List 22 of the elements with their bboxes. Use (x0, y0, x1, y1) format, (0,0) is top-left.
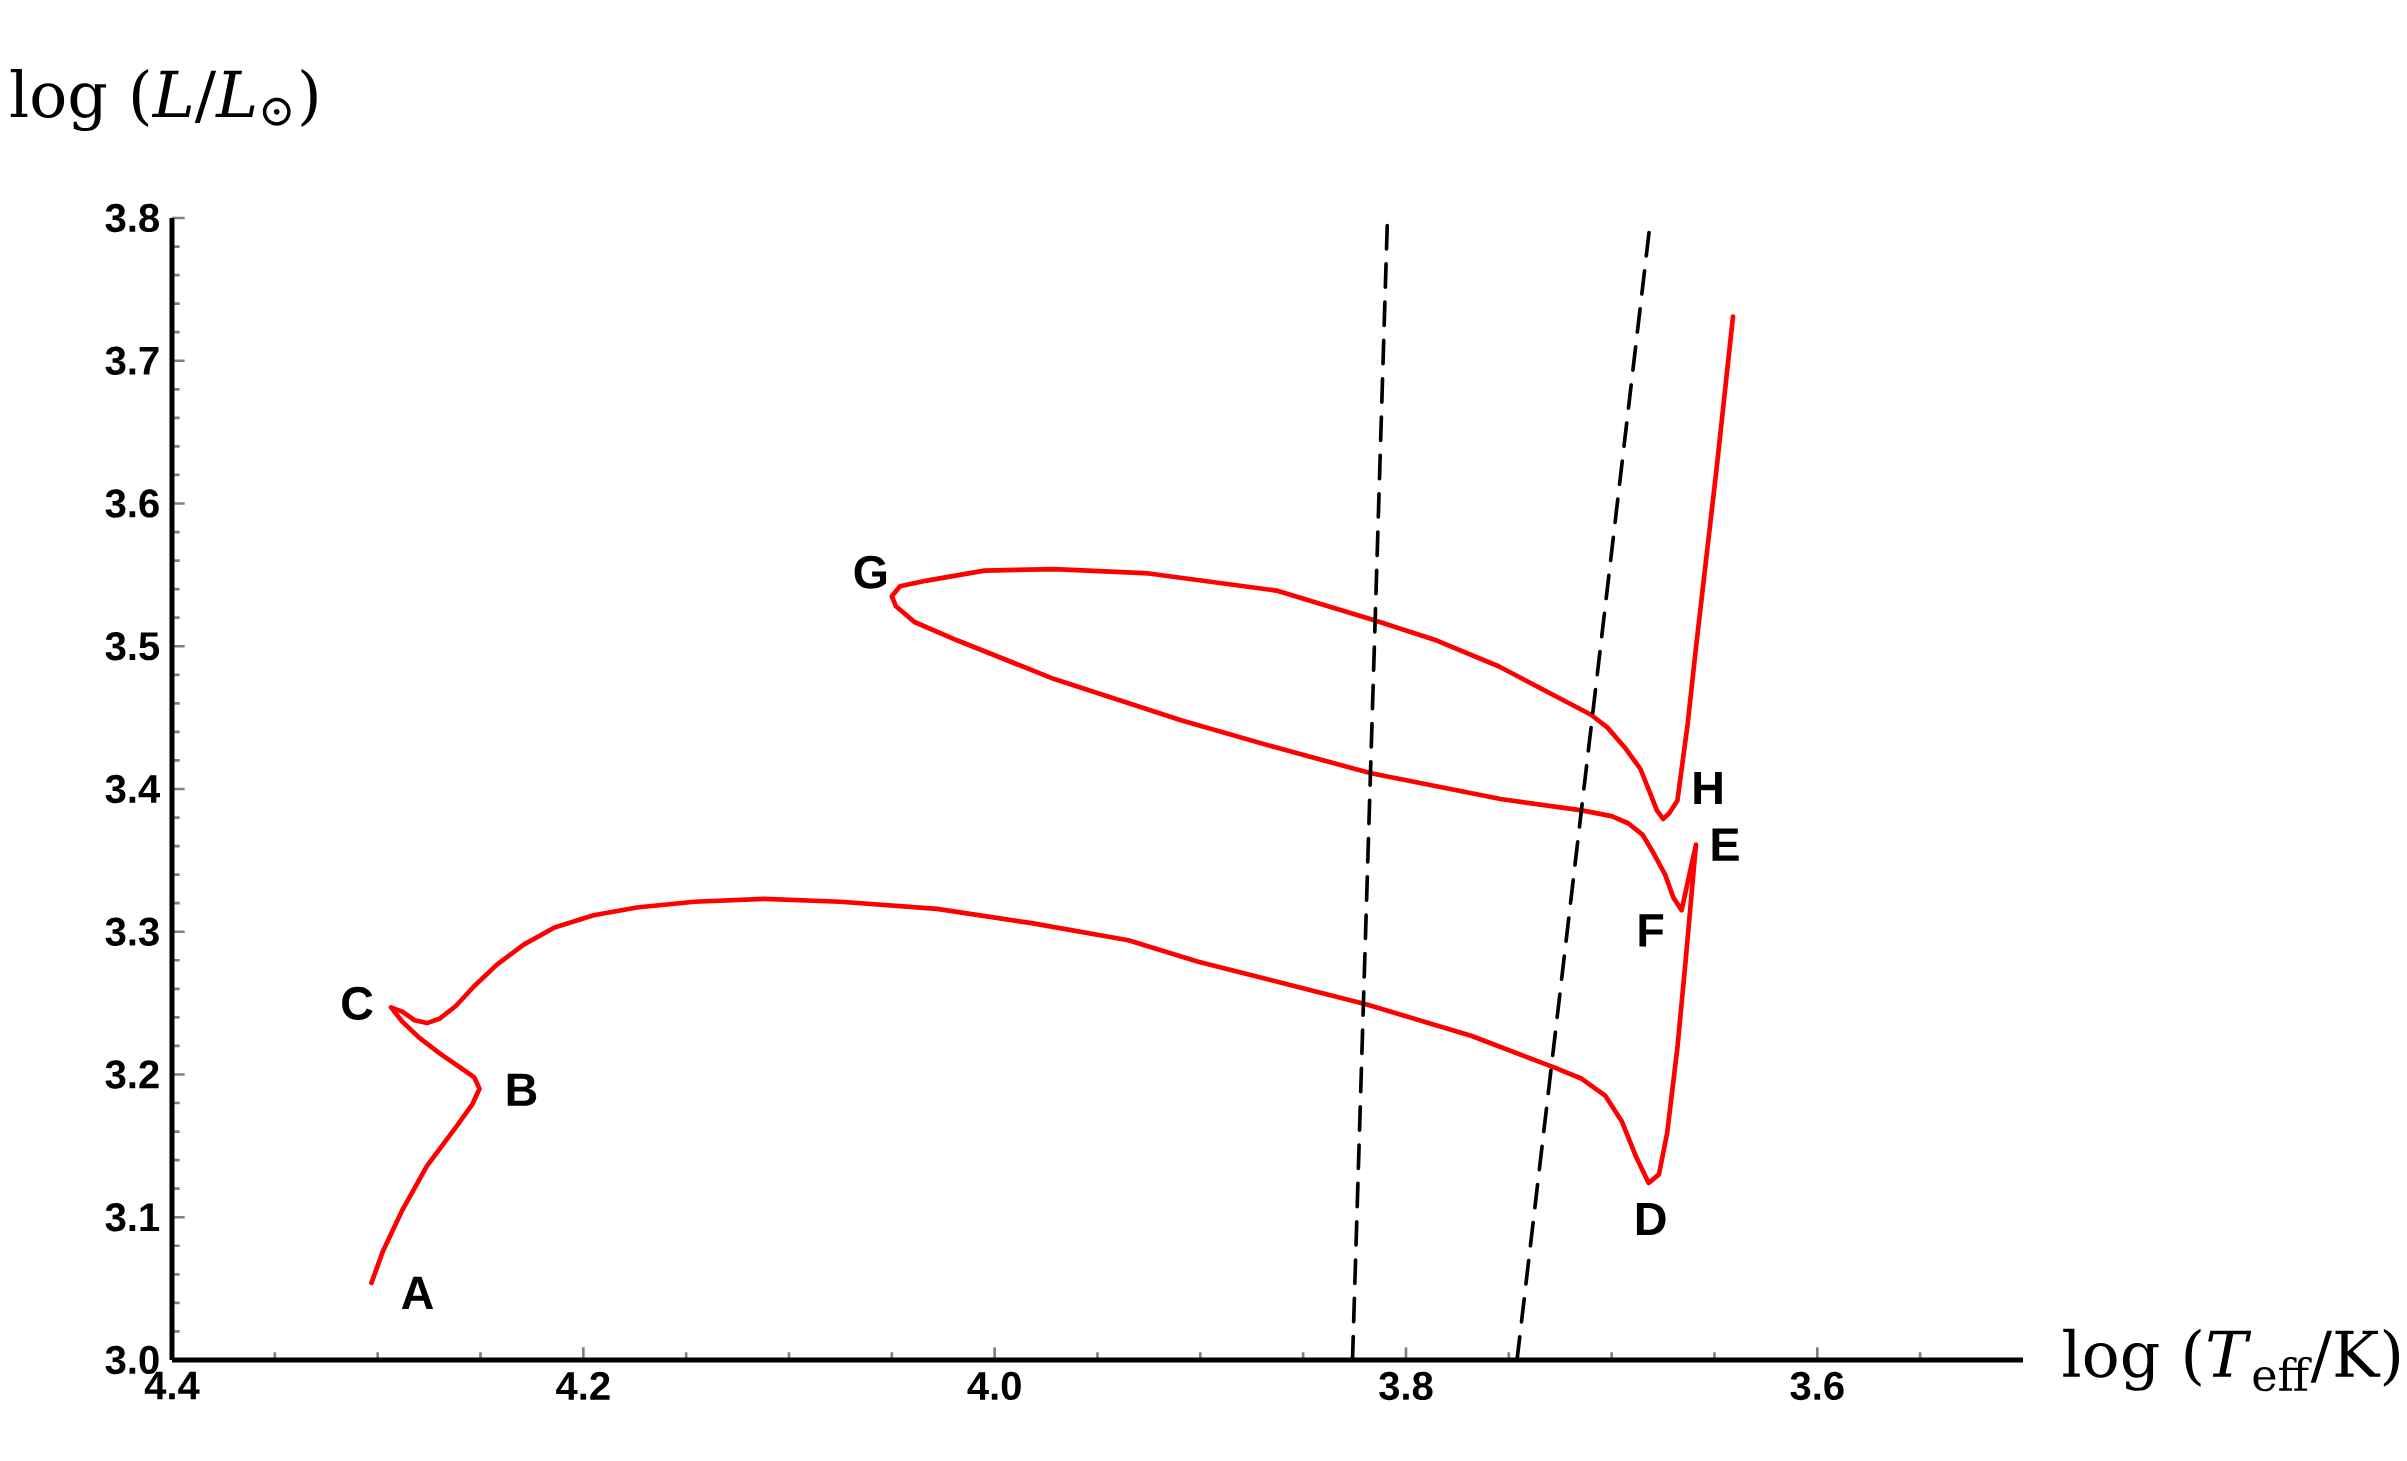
annotation: C (342, 986, 373, 1020)
y-tick-label: 3.6 (105, 489, 159, 518)
annotation: E (1712, 828, 1739, 861)
annotation: F (1639, 914, 1664, 947)
annotation: D (1636, 1202, 1666, 1236)
x-tick-label: 4.2 (556, 1371, 610, 1400)
y-tick-label: 3.2 (105, 1060, 159, 1089)
annotation: H (1694, 771, 1722, 805)
y-tick-label: 3.5 (105, 632, 160, 661)
y-tick-label: 3.7 (105, 346, 159, 375)
annotation: G (854, 555, 887, 589)
y-tick-label: 3.4 (105, 774, 160, 804)
y-tick-label: 3.3 (105, 917, 159, 946)
x-tick-label: 3.8 (1379, 1371, 1433, 1401)
annotation: A (401, 1276, 434, 1309)
x-tick-label: 3.6 (1790, 1371, 1844, 1401)
y-tick-label: 3.8 (105, 203, 159, 233)
y-axis-title: log (L/L$_{⊙}$) (10, 68, 317, 132)
x-axis-title: log (T$_{eff}$/K) (2063, 1328, 2400, 1392)
x-tick-label: 4.0 (967, 1371, 1021, 1401)
y-tick-label: 3.1 (105, 1203, 160, 1232)
annotation: B (507, 1073, 537, 1106)
